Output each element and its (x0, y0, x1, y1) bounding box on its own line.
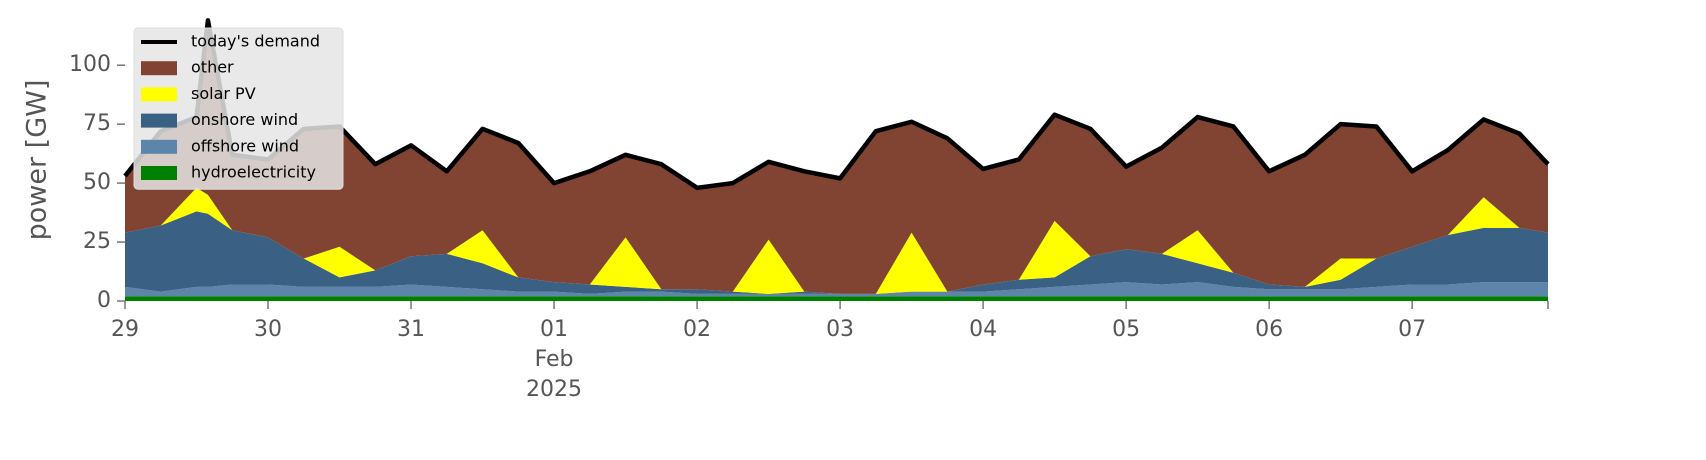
x-tick-label: 06 (1255, 317, 1283, 342)
legend-label: hydroelectricity (191, 163, 316, 182)
y-tick-label: 50 (83, 170, 111, 195)
legend-label: solar PV (191, 84, 256, 103)
legend-label: offshore wind (191, 136, 299, 155)
legend-label: other (191, 58, 234, 77)
x-tick-label: 03 (826, 317, 854, 342)
x-tick-label: 29 (111, 317, 139, 342)
x-tick-year: 2025 (526, 377, 582, 402)
x-tick-month: Feb (535, 347, 574, 372)
y-tick-label: 75 (83, 111, 111, 136)
x-tick-label: 04 (969, 317, 997, 342)
x-tick-label: 30 (254, 317, 282, 342)
legend-swatch (141, 87, 177, 102)
x-tick-label: 01 (540, 317, 568, 342)
y-tick-label: 0 (97, 288, 111, 313)
area (125, 20, 1548, 294)
x-tick-label: 02 (683, 317, 711, 342)
legend-label: onshore wind (191, 110, 298, 129)
legend-swatch (141, 113, 177, 128)
legend-swatch (141, 139, 177, 154)
legend-swatch (141, 166, 177, 180)
legend-swatch (141, 61, 177, 76)
y-axis-label: power [GW] (22, 80, 53, 241)
area (125, 296, 1548, 301)
x-tick-label: 07 (1398, 317, 1426, 342)
legend-box (133, 27, 344, 190)
x-tick-label: 31 (397, 317, 425, 342)
x-tick-label: 05 (1112, 317, 1140, 342)
legend-label: today's demand (191, 32, 320, 51)
y-tick-label: 25 (83, 229, 111, 254)
area (125, 211, 1548, 294)
y-tick-label: 100 (69, 52, 111, 77)
legend: today's demand other solar PV onshore wind o… (133, 27, 344, 190)
area (125, 282, 1548, 297)
